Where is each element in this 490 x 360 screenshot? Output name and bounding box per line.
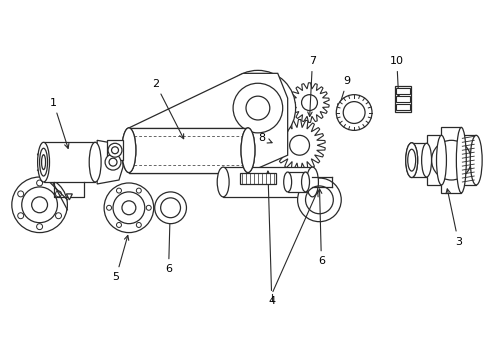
Circle shape: [108, 143, 122, 157]
Polygon shape: [107, 140, 123, 160]
Ellipse shape: [241, 128, 255, 172]
Bar: [129, 128, 248, 172]
Text: 7: 7: [308, 56, 316, 116]
Ellipse shape: [241, 128, 255, 172]
Ellipse shape: [421, 143, 432, 177]
Ellipse shape: [284, 172, 292, 192]
Polygon shape: [66, 194, 73, 200]
Text: 10: 10: [390, 56, 404, 96]
Ellipse shape: [406, 143, 417, 177]
Bar: [223, 167, 313, 197]
Ellipse shape: [122, 128, 136, 172]
Bar: [396, 88, 410, 94]
Circle shape: [105, 154, 121, 170]
Text: 8: 8: [258, 133, 272, 143]
Circle shape: [297, 178, 341, 222]
Text: 3: 3: [446, 189, 462, 247]
Bar: [396, 104, 410, 109]
Text: 5: 5: [113, 235, 129, 282]
Circle shape: [155, 192, 187, 224]
Text: 6: 6: [165, 201, 172, 274]
Bar: [44, 142, 95, 182]
Ellipse shape: [456, 127, 466, 193]
Ellipse shape: [217, 167, 229, 197]
Polygon shape: [129, 73, 288, 172]
Text: 4: 4: [266, 171, 275, 306]
Bar: [396, 96, 410, 102]
Circle shape: [12, 177, 68, 233]
Ellipse shape: [301, 172, 310, 192]
Polygon shape: [274, 120, 325, 171]
Polygon shape: [412, 127, 476, 193]
Circle shape: [220, 70, 295, 146]
Ellipse shape: [89, 142, 101, 182]
Ellipse shape: [122, 128, 136, 172]
Bar: [288, 172, 306, 192]
Ellipse shape: [38, 142, 49, 182]
Ellipse shape: [307, 167, 318, 197]
Ellipse shape: [437, 135, 446, 185]
Ellipse shape: [470, 135, 482, 185]
Circle shape: [104, 183, 154, 233]
Bar: [395, 86, 411, 112]
Bar: [129, 128, 248, 172]
Circle shape: [336, 95, 372, 130]
Polygon shape: [97, 140, 123, 184]
Bar: [240, 172, 276, 184]
Text: 9: 9: [338, 76, 351, 109]
Ellipse shape: [406, 143, 417, 177]
Text: 2: 2: [152, 79, 184, 139]
Text: 6: 6: [318, 189, 325, 266]
Text: 1: 1: [50, 98, 69, 148]
Polygon shape: [290, 83, 329, 122]
